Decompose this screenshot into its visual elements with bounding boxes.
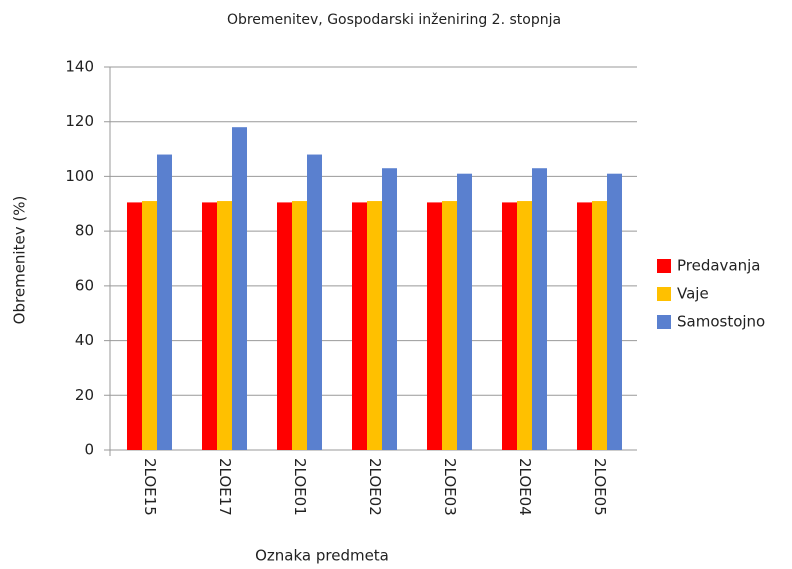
bar (577, 202, 592, 450)
y-tick-label: 20 (75, 386, 94, 404)
bar (232, 127, 247, 450)
legend-swatch (657, 259, 671, 273)
bar (142, 201, 157, 450)
x-tick-label: 2LOE15 (141, 458, 159, 516)
legend-label: Predavanja (677, 257, 761, 275)
bar (157, 154, 172, 451)
bar (307, 154, 322, 451)
bar (127, 202, 142, 450)
legend-swatch (657, 315, 671, 329)
x-tick-label: 2LOE05 (591, 458, 609, 516)
bar (532, 168, 547, 450)
y-tick-label: 120 (65, 112, 94, 130)
bar (592, 201, 607, 450)
y-tick-label: 100 (65, 167, 94, 185)
x-tick-label: 2LOE04 (516, 458, 534, 516)
bar (202, 202, 217, 450)
x-tick-label: 2LOE01 (291, 458, 309, 516)
y-tick-label: 60 (75, 276, 94, 294)
x-tick-label: 2LOE03 (441, 458, 459, 516)
bar (457, 173, 472, 450)
y-tick-label: 40 (75, 331, 94, 349)
bar (517, 201, 532, 450)
bar (292, 201, 307, 450)
bar (607, 173, 622, 450)
chart-title: Obremenitev, Gospodarski inženiring 2. s… (227, 12, 561, 28)
bar (442, 201, 457, 450)
bar (502, 202, 517, 450)
x-tick-label: 2LOE02 (366, 458, 384, 516)
bar (382, 168, 397, 450)
legend-label: Samostojno (677, 313, 765, 331)
bar (427, 202, 442, 450)
legend-swatch (657, 287, 671, 301)
y-tick-label: 140 (65, 58, 94, 76)
bar (217, 201, 232, 450)
legend-label: Vaje (677, 285, 709, 303)
y-tick-label: 80 (75, 222, 94, 240)
bar (352, 202, 367, 450)
bar (277, 202, 292, 450)
y-tick-label: 0 (84, 441, 94, 459)
bar (367, 201, 382, 450)
x-tick-label: 2LOE17 (216, 458, 234, 516)
y-axis-label: Obremenitev (%) (11, 196, 29, 325)
x-axis-label: Oznaka predmeta (255, 547, 389, 565)
